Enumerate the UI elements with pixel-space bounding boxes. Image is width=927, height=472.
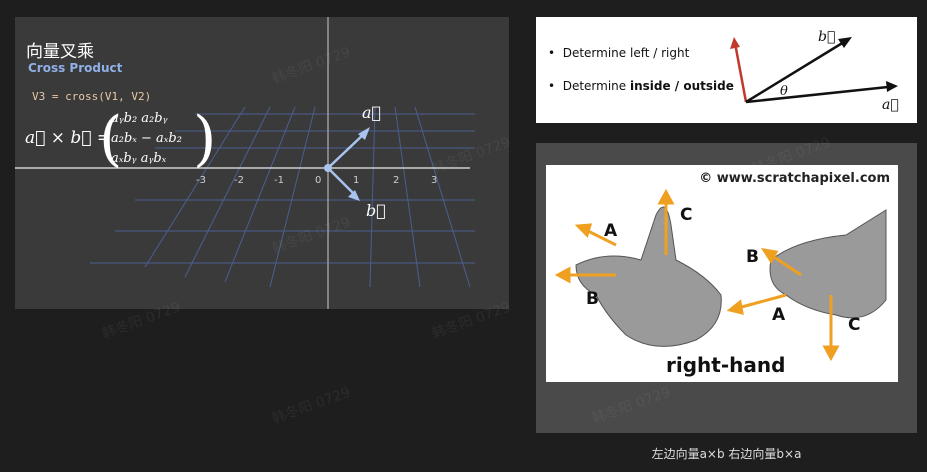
arrow-c-right-head	[822, 345, 840, 362]
vector-b-arrowhead	[838, 37, 852, 48]
arrow-a-right-head	[726, 299, 744, 316]
tick-label: -1	[274, 175, 284, 186]
formula-matrix: ( aᵧb₂ a₂bᵧ a₂bₓ − aₓb₂ aₓbᵧ aᵧbₓ )	[99, 104, 216, 174]
vector-a-arrow	[327, 132, 366, 169]
right-hand-shape	[769, 209, 887, 319]
grid-plot: -3 -2 -1 0 1 2 3 a⃗ b⃗	[15, 17, 475, 309]
formula-lhs: a⃗ × b⃗ =	[25, 128, 112, 148]
tick-label: 3	[431, 175, 437, 186]
grid-line	[184, 106, 271, 278]
left-hand-shape	[575, 206, 722, 347]
hand-label: B	[586, 289, 599, 309]
left-right-slide: • Determine left / right • Determine ins…	[536, 17, 917, 123]
code-line: V3 = cross(V1, V2)	[32, 90, 152, 103]
watermark: 韩冬阳 0729	[270, 384, 353, 428]
tick-label: -3	[196, 175, 206, 186]
normal-vector-arrowhead	[730, 37, 740, 49]
vector-a-arrow	[745, 85, 889, 104]
vector-b-label: b⃗	[366, 201, 386, 220]
vector-b-arrow	[745, 40, 845, 104]
grid-line	[414, 106, 471, 288]
vector-b-arrowhead	[348, 190, 360, 201]
slide-title: 向量叉乘	[26, 42, 94, 62]
hand-label: C	[848, 315, 861, 335]
hand-illustration: © www.scratchapixel.com A	[546, 165, 898, 382]
figure-caption: 左边向量a×b 右边向量b×a	[651, 447, 802, 461]
slide-subtitle: Cross Product	[28, 61, 123, 75]
arrow-c-left-head	[657, 188, 675, 205]
arrow-b-right	[770, 253, 802, 277]
hand-label: C	[680, 205, 693, 225]
tick-label: 2	[393, 175, 399, 186]
matrix-row: aₓbᵧ aᵧbₓ	[111, 151, 167, 166]
vector-a-arrowhead	[358, 127, 370, 140]
origin-point	[324, 164, 332, 172]
hand-label: A	[772, 305, 786, 325]
bullet-item: • Determine left / right	[548, 46, 690, 60]
tick-label: 0	[315, 175, 321, 186]
bullet-bold-text: inside / outside	[629, 79, 734, 93]
vector-diagram: b⃗ θ a⃗	[730, 29, 899, 113]
vector-b-label: b⃗	[818, 29, 835, 45]
grid-line	[144, 106, 246, 268]
bullet-text: Determine	[562, 79, 630, 93]
bullet-text: Determine left / right	[562, 46, 690, 60]
arrow-a-left-head	[574, 223, 593, 238]
right-paren: )	[193, 104, 217, 174]
tick-label: -2	[234, 175, 244, 186]
arrow-b-left-head	[554, 266, 571, 284]
theta-label: θ	[780, 84, 788, 99]
hand-label: B	[746, 247, 759, 267]
bullet-item: • Determine inside / outside	[548, 79, 734, 93]
hands-drawing	[554, 188, 887, 362]
arrow-a-left	[585, 228, 617, 247]
vector-a-label: a⃗	[362, 103, 381, 122]
arrow-b-right-head	[760, 247, 779, 264]
grid-line	[224, 106, 296, 283]
hand-label: A	[604, 221, 618, 241]
left-paren: (	[99, 104, 123, 174]
vector-a-label: a⃗	[882, 97, 899, 113]
normal-vector-arrow	[733, 42, 748, 103]
grid-lines	[90, 106, 475, 288]
grid-line	[369, 106, 376, 288]
matrix-row: a₂bₓ − aₓb₂	[111, 131, 182, 146]
cross-product-slide: -3 -2 -1 0 1 2 3 a⃗ b⃗ 向量叉乘 Cross Produc…	[15, 17, 509, 309]
arrow-a-right	[737, 293, 787, 310]
right-hand-caption: right-hand	[666, 353, 786, 377]
vector-a-arrowhead	[886, 81, 898, 92]
copyright-text: © www.scratchapixel.com	[699, 171, 890, 186]
vector-b-arrow	[327, 167, 356, 196]
right-hand-rule-slide: © www.scratchapixel.com A	[536, 143, 917, 433]
tick-label: 1	[353, 175, 359, 186]
grid-line	[269, 106, 316, 288]
grid-line	[394, 106, 421, 288]
matrix-row: aᵧb₂ a₂bᵧ	[111, 111, 168, 126]
